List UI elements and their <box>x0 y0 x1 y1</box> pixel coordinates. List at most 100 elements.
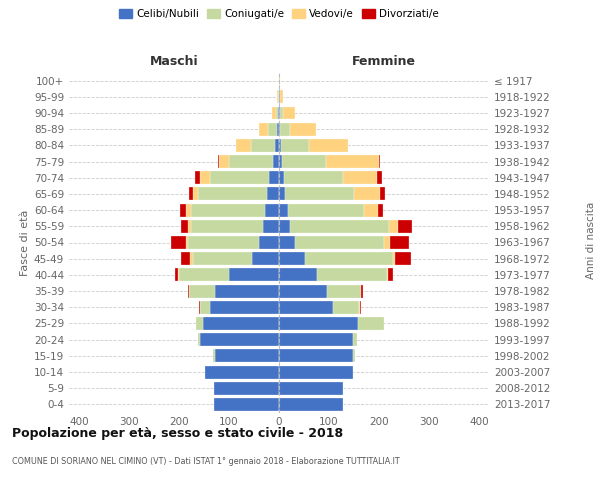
Bar <box>392 252 395 265</box>
Bar <box>280 122 290 136</box>
Bar <box>326 284 361 298</box>
Bar <box>268 122 277 136</box>
Bar <box>333 301 359 314</box>
Bar <box>214 382 279 394</box>
Bar <box>388 268 392 281</box>
Bar <box>210 301 279 314</box>
Bar <box>279 236 295 249</box>
Bar <box>266 188 279 200</box>
Text: Anni di nascita: Anni di nascita <box>586 202 596 278</box>
Bar <box>187 284 189 298</box>
Bar <box>279 252 305 265</box>
Bar <box>326 155 379 168</box>
Bar <box>285 188 354 200</box>
Bar <box>215 284 279 298</box>
Bar <box>279 317 358 330</box>
Text: Popolazione per età, sesso e stato civile - 2018: Popolazione per età, sesso e stato civil… <box>12 428 343 440</box>
Bar <box>279 139 281 152</box>
Bar <box>290 220 389 233</box>
Bar <box>251 252 279 265</box>
Bar <box>191 204 265 216</box>
Bar <box>343 172 377 184</box>
Bar <box>185 236 188 249</box>
Text: Maschi: Maschi <box>149 54 199 68</box>
Bar <box>188 220 191 233</box>
Bar <box>263 220 279 233</box>
Bar <box>398 220 412 233</box>
Bar <box>283 106 295 120</box>
Legend: Celibi/Nubili, Coniugati/e, Vedovi/e, Divorziati/e: Celibi/Nubili, Coniugati/e, Vedovi/e, Di… <box>115 5 443 24</box>
Bar <box>284 172 343 184</box>
Bar <box>189 284 215 298</box>
Bar <box>170 236 185 249</box>
Bar <box>358 317 384 330</box>
Bar <box>384 236 390 249</box>
Bar <box>197 333 200 346</box>
Bar <box>360 301 361 314</box>
Text: Femmine: Femmine <box>352 54 416 68</box>
Bar <box>200 172 210 184</box>
Bar <box>280 90 283 104</box>
Bar <box>180 204 186 216</box>
Bar <box>389 220 398 233</box>
Bar <box>219 155 229 168</box>
Bar <box>378 204 383 216</box>
Bar <box>279 350 353 362</box>
Bar <box>193 252 251 265</box>
Bar <box>279 74 280 87</box>
Bar <box>265 204 279 216</box>
Bar <box>213 350 215 362</box>
Bar <box>259 122 268 136</box>
Y-axis label: Fasce di età: Fasce di età <box>20 210 30 276</box>
Bar <box>317 268 386 281</box>
Bar <box>218 155 219 168</box>
Bar <box>190 252 193 265</box>
Bar <box>279 122 280 136</box>
Bar <box>186 204 191 216</box>
Bar <box>279 188 285 200</box>
Bar <box>200 333 279 346</box>
Bar <box>269 172 279 184</box>
Bar <box>188 236 259 249</box>
Bar <box>364 204 378 216</box>
Text: COMUNE DI SORIANO NEL CIMINO (VT) - Dati ISTAT 1° gennaio 2018 - Elaborazione TU: COMUNE DI SORIANO NEL CIMINO (VT) - Dati… <box>12 458 400 466</box>
Bar <box>390 236 409 249</box>
Bar <box>251 139 275 152</box>
Bar <box>191 220 263 233</box>
Bar <box>203 317 279 330</box>
Bar <box>377 172 382 184</box>
Bar <box>259 236 279 249</box>
Bar <box>199 301 200 314</box>
Bar <box>279 284 326 298</box>
Bar <box>395 252 411 265</box>
Bar <box>205 366 279 378</box>
Bar <box>279 106 280 120</box>
Bar <box>275 139 279 152</box>
Bar <box>279 220 290 233</box>
Bar <box>193 188 197 200</box>
Bar <box>279 268 317 281</box>
Bar <box>229 155 273 168</box>
Bar <box>279 333 353 346</box>
Bar <box>386 268 388 281</box>
Bar <box>215 350 279 362</box>
Bar <box>273 155 279 168</box>
Bar <box>181 252 190 265</box>
Bar <box>181 220 188 233</box>
Bar <box>277 90 278 104</box>
Bar <box>210 172 269 184</box>
Bar <box>279 155 282 168</box>
Bar <box>279 366 353 378</box>
Bar <box>197 188 266 200</box>
Bar <box>188 188 193 200</box>
Bar <box>280 106 283 120</box>
Bar <box>196 317 203 330</box>
Bar <box>200 301 210 314</box>
Bar <box>288 204 364 216</box>
Bar <box>359 301 360 314</box>
Bar <box>361 284 363 298</box>
Bar <box>271 106 275 120</box>
Bar <box>305 252 392 265</box>
Bar <box>279 172 284 184</box>
Bar <box>279 204 288 216</box>
